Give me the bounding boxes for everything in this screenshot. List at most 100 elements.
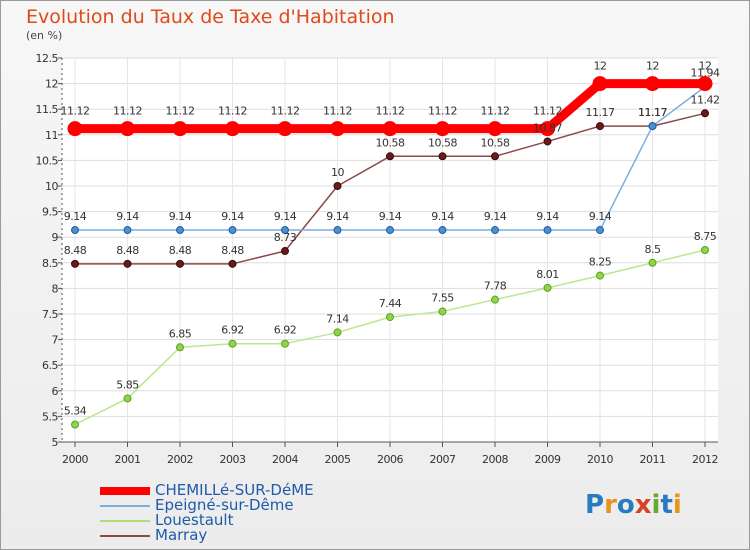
data-point [540, 121, 555, 137]
data-label: 11.12 [376, 105, 405, 118]
data-point [435, 121, 450, 137]
data-label: 11.12 [428, 105, 457, 118]
legend-label: Marray [155, 526, 208, 544]
x-tick-label: 2010 [587, 453, 613, 466]
data-label: 11.12 [61, 105, 90, 118]
logo-letter: x [634, 490, 652, 520]
data-point [491, 226, 499, 235]
proxiti-logo: Proxiti [585, 490, 682, 520]
data-point [281, 226, 289, 235]
data-label: 12 [699, 60, 712, 73]
data-point [701, 109, 709, 118]
legend-label: Louestault [155, 511, 234, 529]
y-tick-label: 6.5 [42, 359, 58, 372]
data-label: 8.73 [274, 231, 297, 244]
legend-label: CHEMILLé-SUR-DéME [155, 481, 314, 499]
data-point [382, 121, 398, 137]
data-label: 10.87 [533, 121, 562, 134]
chart-title: Evolution du Taux de Taxe d'Habitation [26, 6, 395, 28]
data-point [491, 295, 499, 304]
y-tick-label: 8 [52, 282, 59, 295]
data-label: 5.34 [64, 405, 87, 418]
y-tick-label: 12 [45, 78, 58, 91]
data-label: 10.58 [428, 136, 457, 149]
data-point [176, 259, 184, 268]
data-label: 12 [594, 60, 607, 73]
logo-letter: r [604, 490, 617, 520]
y-tick-label: 12.5 [36, 52, 59, 65]
data-label: 9.14 [484, 210, 507, 223]
logo-letter: t [660, 490, 673, 520]
legend-swatch [100, 487, 150, 495]
data-label: 7.14 [326, 312, 349, 325]
x-tick-label: 2005 [325, 453, 351, 466]
x-tick-label: 2012 [692, 453, 718, 466]
data-point [386, 313, 394, 322]
logo-letter: i [672, 490, 682, 520]
y-tick-label: 10 [45, 180, 58, 193]
data-label: 7.78 [484, 280, 507, 293]
data-label: 11.94 [691, 67, 720, 80]
logo-letter: P [585, 490, 605, 520]
data-label: 9.14 [221, 210, 244, 223]
x-tick-label: 2011 [640, 453, 666, 466]
data-label: 11.12 [113, 105, 142, 118]
data-point [543, 137, 552, 146]
data-point [333, 328, 342, 337]
data-point [123, 259, 132, 268]
data-point [71, 226, 79, 235]
y-tick-label: 5.5 [42, 410, 58, 423]
data-label: 11.17 [638, 106, 667, 119]
x-tick-label: 2000 [62, 453, 88, 466]
data-point [438, 226, 447, 235]
y-tick-label: 7.5 [42, 308, 58, 321]
x-tick-label: 2006 [377, 453, 403, 466]
logo-letter: o [616, 490, 635, 520]
data-point [228, 259, 237, 268]
data-label: 10.58 [376, 136, 405, 149]
data-label: 8.48 [64, 244, 87, 257]
data-point [333, 226, 342, 235]
data-point [228, 339, 237, 348]
data-point [281, 339, 289, 348]
data-point [123, 226, 132, 235]
y-tick-label: 5 [52, 436, 59, 449]
data-label: 9.14 [274, 210, 297, 223]
data-label: 7.44 [379, 297, 402, 310]
data-point [228, 226, 237, 235]
y-tick-label: 7 [52, 334, 59, 347]
data-point [123, 394, 132, 403]
data-label: 8.5 [645, 243, 661, 256]
logo-letter: i [651, 490, 661, 520]
data-point [386, 226, 394, 235]
data-point [176, 226, 184, 235]
data-point [592, 76, 608, 92]
data-label: 12 [646, 60, 659, 73]
data-label: 8.01 [536, 268, 559, 281]
data-label: 6.85 [169, 327, 192, 340]
data-label: 11.12 [323, 105, 352, 118]
x-tick-label: 2009 [535, 453, 561, 466]
y-tick-label: 10.5 [36, 154, 59, 167]
data-label: 8.48 [221, 244, 244, 257]
data-point [120, 121, 135, 137]
data-point [277, 121, 293, 137]
x-tick-label: 2007 [430, 453, 456, 466]
data-point [330, 121, 345, 137]
x-tick-label: 2002 [167, 453, 193, 466]
x-tick-label: 2001 [115, 453, 141, 466]
data-point [596, 271, 604, 280]
data-point [543, 283, 552, 292]
data-label: 11.42 [691, 93, 720, 106]
data-label: 9.14 [589, 210, 612, 223]
data-point [333, 182, 342, 190]
data-point [71, 420, 79, 429]
y-tick-label: 6 [52, 385, 59, 398]
data-label: 9.14 [536, 210, 559, 223]
data-point [438, 307, 447, 316]
data-label: 10.58 [481, 136, 510, 149]
data-label: 8.48 [116, 244, 139, 257]
data-label: 9.14 [431, 210, 454, 223]
data-label: 11.12 [481, 105, 510, 118]
data-point [71, 259, 79, 268]
